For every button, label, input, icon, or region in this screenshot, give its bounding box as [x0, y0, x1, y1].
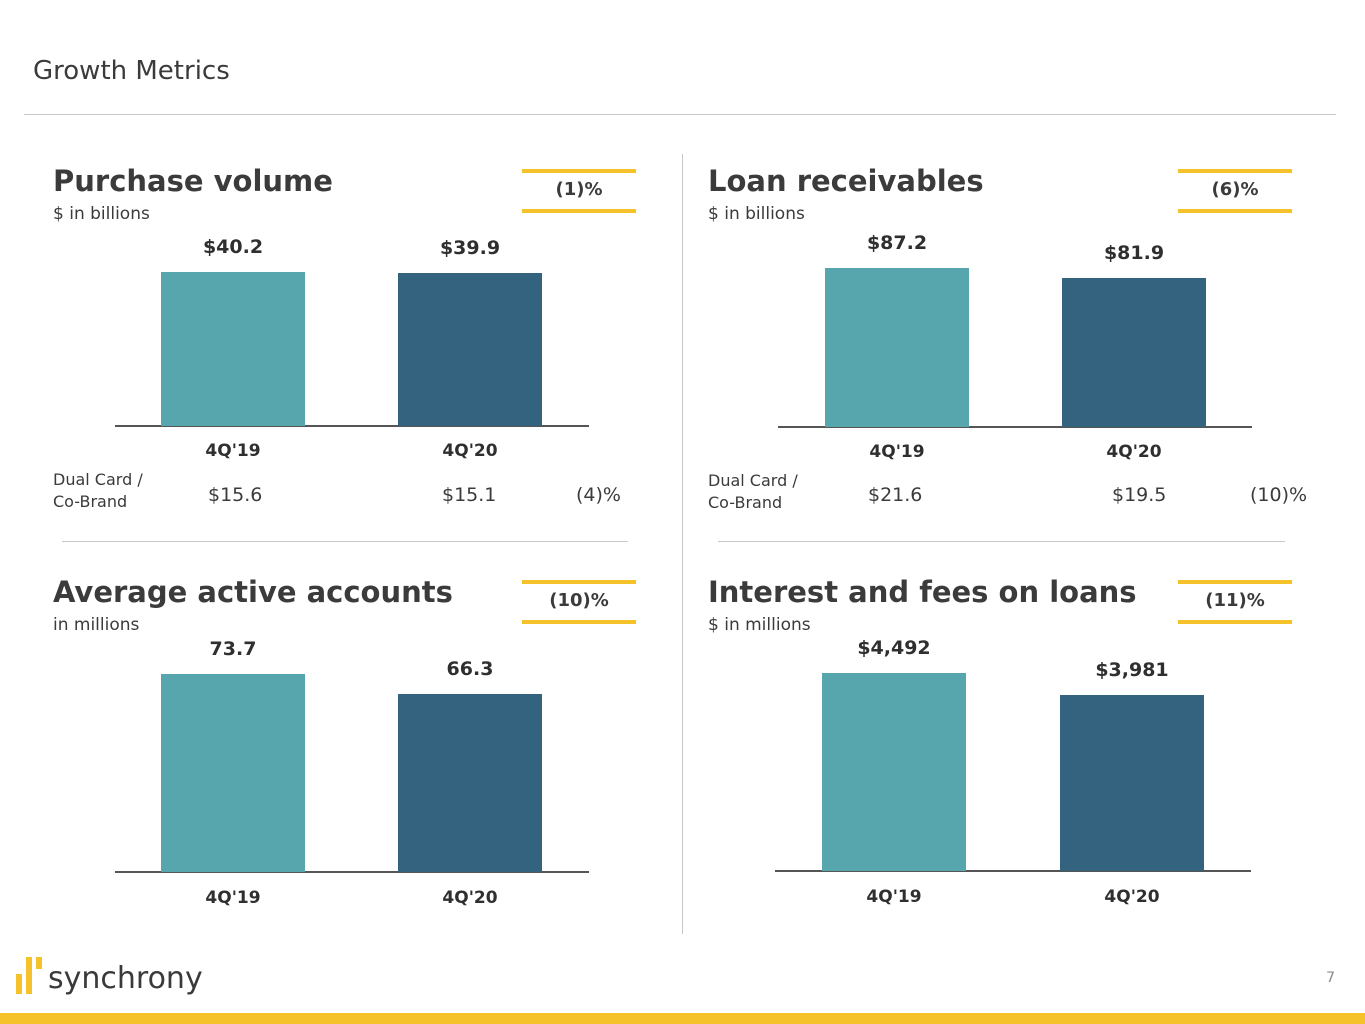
x-tick-label: 4Q'20 — [442, 441, 498, 461]
logo-text: synchrony — [48, 961, 203, 996]
x-tick-label: 4Q'19 — [866, 887, 922, 907]
row-divider-right — [718, 541, 1285, 542]
x-axis — [778, 426, 1252, 428]
x-tick-label: 4Q'20 — [1104, 887, 1160, 907]
page-number: 7 — [1326, 970, 1335, 986]
bar-current — [1062, 277, 1206, 427]
chart-title: Loan receivables — [708, 164, 984, 198]
sub-metric-change: (4)% — [576, 484, 621, 506]
sub-metric-label-line1: Dual Card / — [708, 471, 798, 490]
footer-band — [0, 1013, 1365, 1024]
sub-metric-label: Dual Card / Co-Brand — [708, 470, 798, 514]
chart-subtitle: $ in millions — [708, 615, 811, 635]
sub-metric-change: (10)% — [1250, 484, 1308, 506]
vertical-divider — [682, 154, 683, 934]
synchrony-logo: synchrony — [16, 957, 203, 997]
data-label: $39.9 — [439, 237, 501, 260]
bar-prior — [161, 673, 305, 872]
x-axis — [115, 425, 589, 427]
chart-subtitle: in millions — [53, 615, 140, 635]
change-badge: (11)% — [1178, 580, 1292, 624]
sub-metric-label-line2: Co-Brand — [53, 492, 128, 511]
bar-prior — [825, 268, 969, 427]
data-label: 66.3 — [446, 657, 494, 680]
data-label: $3,981 — [1095, 659, 1169, 682]
x-tick-label: 4Q'19 — [205, 441, 261, 461]
sub-metric-value: $19.5 — [1112, 484, 1167, 506]
chart-title: Interest and fees on loans — [708, 575, 1137, 609]
change-badge: (10)% — [522, 580, 636, 624]
bar-current — [398, 693, 542, 872]
chart-title: Average active accounts — [53, 575, 453, 609]
data-label: 73.7 — [209, 637, 257, 660]
data-label: $4,492 — [857, 636, 931, 659]
bar-prior — [822, 672, 966, 871]
bar-prior — [161, 272, 305, 426]
sub-metric-value: $15.1 — [442, 484, 497, 506]
sub-metric-label-line2: Co-Brand — [708, 493, 783, 512]
bar-current — [1060, 695, 1204, 871]
bar-current — [398, 273, 542, 426]
data-label: $87.2 — [866, 232, 928, 255]
x-tick-label: 4Q'19 — [205, 888, 261, 908]
change-badge: (1)% — [522, 169, 636, 213]
x-axis — [115, 871, 589, 873]
change-badge: (6)% — [1178, 169, 1292, 213]
sub-metric-value: $21.6 — [868, 484, 923, 506]
chart-subtitle: $ in billions — [708, 204, 805, 224]
x-axis — [775, 870, 1251, 872]
row-divider-left — [62, 541, 628, 542]
chart-title: Purchase volume — [53, 164, 333, 198]
x-tick-label: 4Q'19 — [869, 442, 925, 462]
sub-metric-label-line1: Dual Card / — [53, 470, 143, 489]
logo-bars-icon — [16, 957, 42, 997]
sub-metric-value: $15.6 — [208, 484, 263, 506]
header-divider — [24, 114, 1336, 115]
data-label: $40.2 — [202, 236, 264, 259]
sub-metric-label: Dual Card / Co-Brand — [53, 469, 143, 513]
chart-subtitle: $ in billions — [53, 204, 150, 224]
data-label: $81.9 — [1103, 241, 1165, 264]
page-title: Growth Metrics — [33, 56, 230, 86]
x-tick-label: 4Q'20 — [442, 888, 498, 908]
x-tick-label: 4Q'20 — [1106, 442, 1162, 462]
